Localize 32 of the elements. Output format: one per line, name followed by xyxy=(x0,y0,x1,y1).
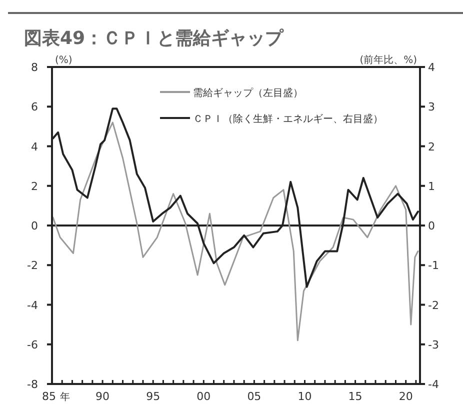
y2-tick-label: -4 xyxy=(428,378,439,391)
y2-tick-label: 3 xyxy=(428,100,435,114)
y-axis-title: (%) xyxy=(55,55,72,66)
y2-tick-label: 2 xyxy=(428,140,435,154)
y2-tick-label: -2 xyxy=(428,298,439,312)
y-tick-label: -8 xyxy=(27,378,38,391)
y2-tick-label: -1 xyxy=(428,259,439,272)
y-tick-label: 6 xyxy=(31,100,38,114)
y2-tick-label: -3 xyxy=(428,338,439,352)
y-tick-label: -2 xyxy=(27,259,38,272)
legend-label: ＣＰＩ（除く生鮮・エネルギー、右目盛） xyxy=(193,113,383,125)
y2-axis-title: (前年比、%) xyxy=(360,54,418,66)
y2-tick-label: 4 xyxy=(428,61,435,74)
x-tick-label: 20 xyxy=(398,390,413,403)
y2-tick-label: 0 xyxy=(428,220,435,232)
y-tick-label: 8 xyxy=(31,61,38,74)
x-axis-title: 年 xyxy=(60,391,70,403)
x-tick-label: 95 xyxy=(146,390,160,403)
y-tick-label: -4 xyxy=(27,298,38,312)
x-tick-label: 05 xyxy=(247,390,262,403)
x-tick-label: 90 xyxy=(96,390,110,403)
x-tick-label: 85 xyxy=(42,390,56,403)
legend-label: 需給ギャップ（左目盛） xyxy=(193,87,303,99)
y2-tick-label: 1 xyxy=(428,180,435,193)
chart-title: 図表49：ＣＰＩと需給ギャップ xyxy=(24,28,284,49)
y-tick-label: 0 xyxy=(31,220,38,232)
y-tick-label: 4 xyxy=(31,140,38,154)
y-tick-label: -6 xyxy=(27,338,38,352)
x-tick-label: 00 xyxy=(196,390,211,403)
x-tick-label: 10 xyxy=(298,390,312,403)
y-tick-label: 2 xyxy=(31,180,38,193)
x-tick-label: 15 xyxy=(348,390,362,403)
